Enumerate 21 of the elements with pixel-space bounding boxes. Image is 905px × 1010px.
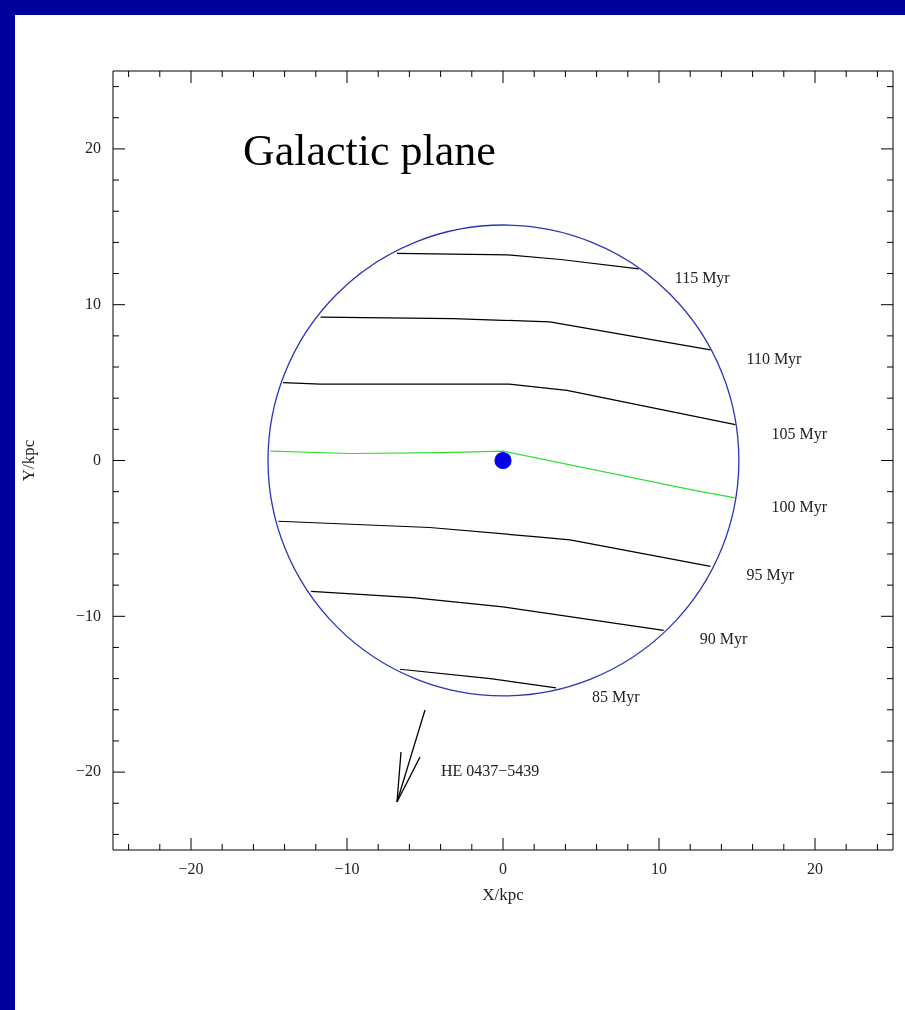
x-axis-title: X/kpc: [482, 885, 525, 905]
x-tick-label: 0: [499, 859, 507, 877]
x-tick-label: 10: [651, 859, 667, 877]
text: 90 Myr: [699, 630, 748, 649]
text: 85 Myr: [592, 687, 641, 706]
y-tick-label: 0: [93, 450, 101, 468]
y-tick-label: 10: [85, 294, 101, 312]
y-tick-label: −20: [75, 762, 101, 780]
text: 110 Myr: [746, 349, 803, 368]
text: 105 Myr: [771, 424, 828, 443]
y-tick-label: −10: [75, 606, 101, 624]
text: 115 Myr: [674, 268, 731, 287]
text: Galactic plane: [243, 126, 496, 175]
x-tick-label: −10: [334, 859, 360, 877]
annotation: HE 0437−5439: [441, 762, 540, 780]
text: 95 Myr: [746, 566, 795, 585]
text: 100 Myr: [771, 497, 828, 516]
y-axis-title: Y/kpc: [18, 439, 38, 482]
y-tick-label: 20: [85, 139, 101, 157]
x-tick-label: −20: [178, 859, 204, 877]
x-tick-label: 20: [807, 859, 823, 877]
